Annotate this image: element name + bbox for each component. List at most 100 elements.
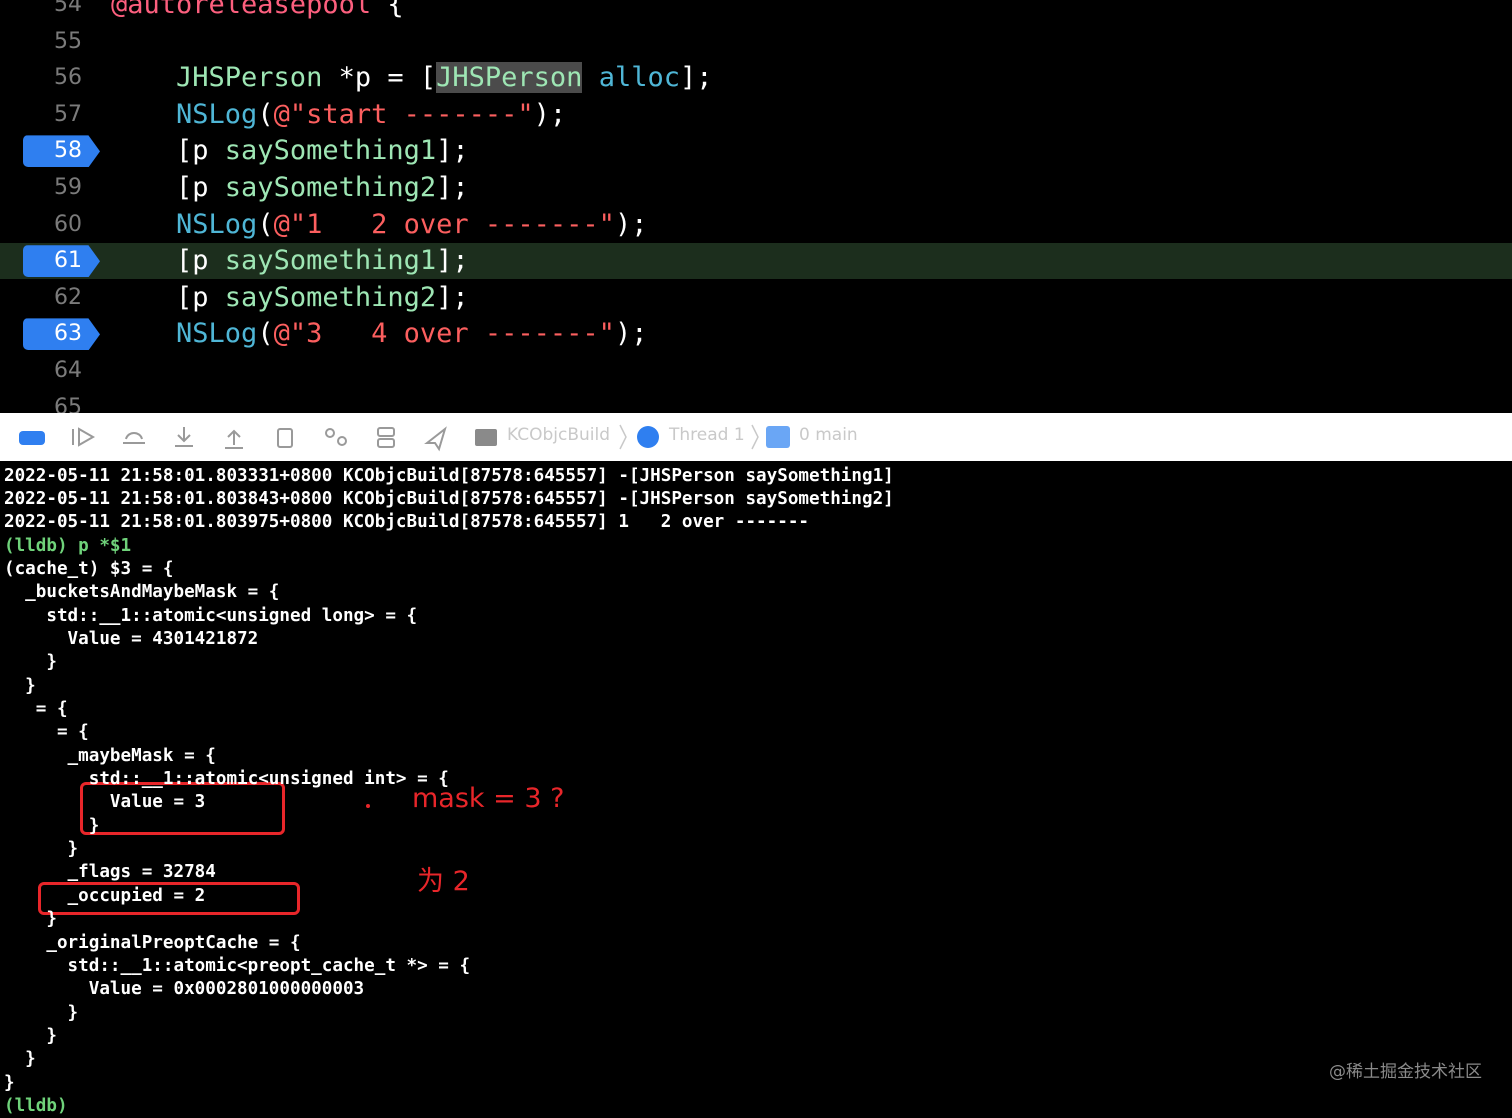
location-icon[interactable] [424,426,447,452]
line-number: 56 [54,65,82,91]
frame-icon [766,426,790,448]
console-line: Value = 0x0002801000000003 [4,979,365,1000]
annotation: mask = 3 ? [412,783,565,814]
console-line: } [4,815,100,836]
code-token: *p = [ [322,62,437,94]
line-number: 59 [54,175,82,200]
line-number: 58 [54,138,82,164]
console-line: } [4,1049,36,1070]
console-line: } [4,909,57,930]
step-out-icon[interactable] [225,429,243,449]
step-in-icon[interactable] [175,427,193,447]
code-line: 65 [0,390,1512,413]
breadcrumb[interactable]: 0 main [799,425,858,445]
watermark: @稀土掘金技术社区 [1329,1062,1482,1082]
code-token: saySomething1 [224,135,437,167]
code-line: 57 NSLog(@"start -------"); [0,97,1512,133]
line-number: 54 [54,0,82,17]
code-token: @autoreleasepool [111,0,372,20]
code-text: NSLog(@"start -------"); [111,97,566,133]
view-icon[interactable] [277,428,293,448]
console-line: std::__1::atomic<unsigned int> = { [4,769,449,790]
app-icon [475,429,497,446]
code-line: 59 [p saySomething2]; [0,170,1512,206]
toggle-icon[interactable] [19,431,45,445]
code-token: ]; [436,172,469,203]
code-text: NSLog(@"3 4 over -------"); [111,316,647,352]
code-line: 62 [p saySomething2]; [0,280,1512,316]
code-token: [p [111,172,225,203]
continue-icon[interactable] [72,427,96,447]
line-number: 62 [54,284,82,310]
console-line: } [4,1002,79,1023]
code-token: NSLog [111,318,258,350]
line-number: 64 [54,358,82,383]
code-token: saySomething2 [224,281,437,313]
code-line: 60 NSLog(@"1 2 over -------"); [0,207,1512,243]
code-token: [p [111,281,225,313]
code-line: 61 [p saySomething1]; [0,243,1512,280]
graph-icon[interactable] [325,428,335,438]
console-line: Value = 3 [4,792,206,813]
breakpoint[interactable] [23,135,100,168]
code-editor: 54 @autoreleasepool { 55 56 JHSPerson *p = … [0,0,1512,413]
debug-console: 2022-05-11 21:58:01.803331+0800 KCObjcBu… [0,461,1512,1116]
console-line: } [4,1025,57,1046]
console-line: = { [4,722,89,743]
code-token: ); [614,208,648,240]
breakpoint[interactable] [23,318,100,351]
console-line: = { [4,699,68,719]
debug-toolbar: KCObjcBuild Thread 1 0 main [0,413,1512,461]
console-line: _flags = 32784 [4,862,216,883]
code-token: JHSPerson [436,62,583,94]
console-line: _maybeMask = { [4,745,216,766]
breadcrumb-icons [475,424,790,450]
code-token: saySomething2 [224,172,437,203]
toolbar-icons [19,426,447,452]
code-token: ]; [679,62,713,94]
console-line: (lldb) p *$1 [4,535,132,556]
code-token: ( [257,318,274,350]
code-token: [p [111,245,225,277]
code-token: ]; [436,245,469,277]
console-line: _bucketsAndMaybeMask = { [4,582,280,603]
code-text: @autoreleasepool { [111,0,404,23]
dot [366,804,370,808]
thread-icon [637,426,659,448]
console-line: } [4,652,57,673]
console-line: 2022-05-11 21:58:01.803975+0800 KCObjcBu… [4,512,810,533]
step-over-icon[interactable] [123,432,145,444]
console-line: _originalPreoptCache = { [4,932,301,953]
line-number: 55 [54,28,82,54]
code-token: saySomething1 [224,245,437,277]
code-token: NSLog [111,98,258,130]
code-token: @"1 2 over -------" [273,208,615,240]
code-line: 55 [0,24,1512,60]
annotation: 为 2 [417,866,470,897]
console-line: (cache_t) $3 = { [4,558,174,579]
code-token: @"3 4 over -------" [273,318,615,350]
code-text: [p saySomething2]; [111,170,469,206]
code-token: ( [257,208,274,240]
console-line: _occupied = 2 [4,885,206,906]
console-line: 2022-05-11 21:58:01.803331+0800 KCObjcBu… [4,465,894,486]
code-token: [p [111,135,225,167]
breakpoint[interactable] [23,245,100,278]
code-text: NSLog(@"1 2 over -------"); [111,207,647,243]
console-line: 2022-05-11 21:58:01.803843+0800 KCObjcBu… [4,488,894,509]
breadcrumb[interactable]: Thread 1 [669,425,745,445]
code-token: alloc [598,62,680,94]
memory-icon[interactable] [377,427,395,437]
highlight-box [38,882,300,915]
code-token: @"start -------" [273,98,534,130]
console-line: } [4,1072,15,1093]
code-text: [p saySomething2]; [111,280,469,316]
line-number: 57 [54,101,82,127]
code-token: ); [614,318,648,350]
code-line: 58 [p saySomething1]; [0,133,1512,169]
code-token: JHSPerson [111,62,323,94]
line-number: 63 [54,321,82,347]
console-line: } [4,675,36,696]
breadcrumb[interactable]: KCObjcBuild [507,425,611,445]
